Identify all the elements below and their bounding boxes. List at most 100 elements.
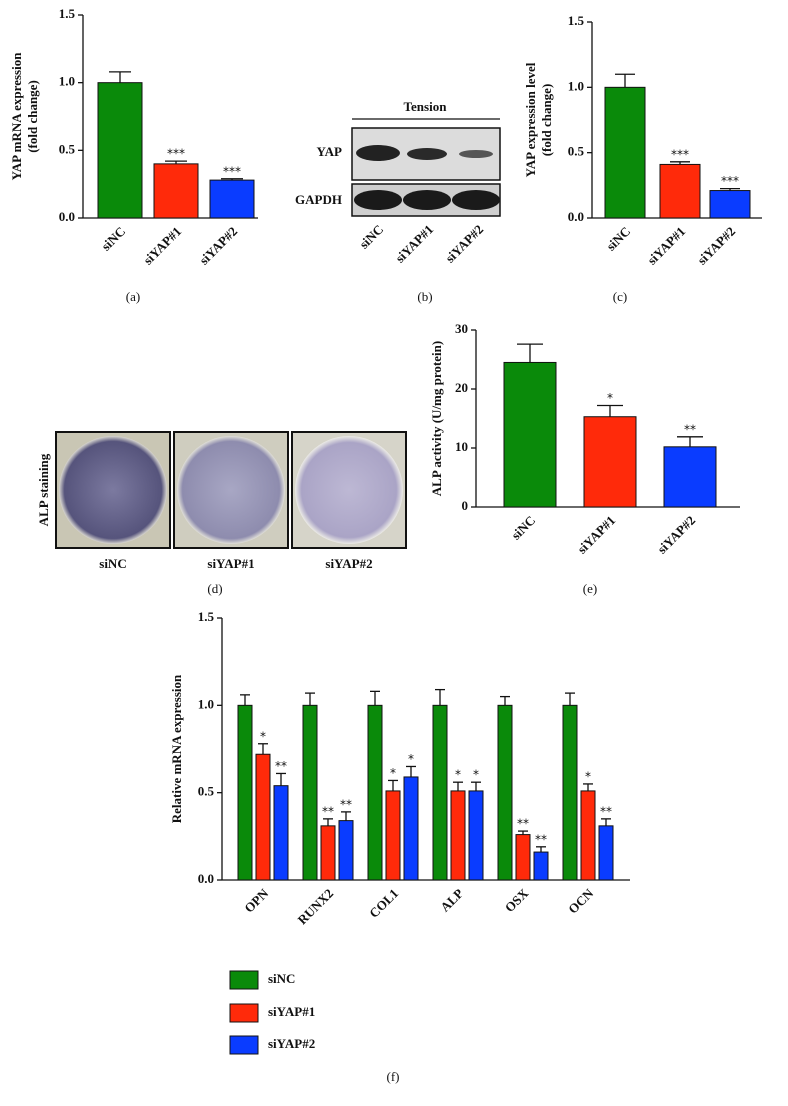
- y-tick-label: 1.0: [59, 74, 75, 89]
- caption: (a): [126, 289, 140, 304]
- bar: [604, 86, 646, 219]
- band: [356, 145, 400, 161]
- y-tick-label: 0.0: [568, 209, 584, 224]
- significance: **: [684, 422, 696, 436]
- dish: [295, 436, 403, 544]
- y-axis-label: YAP expression level: [523, 62, 538, 177]
- y-tick-label: 0.5: [198, 784, 215, 799]
- y-axis-label: YAP mRNA expression: [9, 52, 24, 181]
- y-tick-label: 0.5: [59, 141, 76, 156]
- bar: [468, 790, 484, 881]
- y-axis-label: (fold change): [25, 80, 40, 153]
- bar: [432, 704, 448, 881]
- y-tick-label: 1.5: [568, 13, 585, 28]
- legend-swatch: [229, 1035, 259, 1055]
- x-tick-label: siNC: [508, 513, 538, 543]
- x-tick-label: siYAP#1: [140, 224, 184, 268]
- y-tick-label: 0.5: [568, 144, 585, 159]
- bar: [515, 834, 531, 881]
- bar: [580, 790, 596, 881]
- lane-label: siNC: [356, 222, 386, 252]
- x-tick-label: siYAP#1: [644, 224, 688, 268]
- y-tick-label: 30: [455, 321, 468, 336]
- significance: **: [600, 804, 612, 818]
- x-tick-label: siYAP#2: [694, 224, 738, 268]
- x-tick-label: siYAP#1: [574, 513, 618, 557]
- bar: [367, 704, 383, 881]
- y-axis-label: ALP activity (U/mg protein): [429, 341, 444, 496]
- significance: *: [260, 729, 266, 743]
- y-tick-label: 1.5: [198, 609, 215, 624]
- bar: [338, 820, 354, 881]
- significance: **: [340, 797, 352, 811]
- y-tick-label: 1.5: [59, 6, 76, 21]
- significance: ***: [167, 147, 185, 161]
- band: [403, 190, 451, 210]
- x-tick-label: COL1: [366, 886, 401, 921]
- caption: (b): [417, 289, 432, 304]
- bar: [385, 790, 401, 881]
- x-tick-label: RUNX2: [294, 886, 336, 928]
- bar: [209, 179, 255, 219]
- caption: (d): [207, 581, 222, 596]
- significance: *: [607, 391, 613, 405]
- bar: [255, 753, 271, 881]
- x-tick-label: ALP: [437, 886, 466, 915]
- legend-swatch: [229, 1003, 259, 1023]
- caption: (e): [583, 581, 597, 596]
- significance: ***: [671, 147, 689, 161]
- bar: [533, 851, 549, 881]
- bar: [153, 163, 199, 219]
- bar: [659, 163, 701, 219]
- caption: (c): [613, 289, 627, 304]
- bar: [97, 82, 143, 219]
- band: [452, 190, 500, 210]
- band: [459, 150, 493, 158]
- significance: **: [275, 759, 287, 773]
- bar: [562, 704, 578, 881]
- lane-label: siYAP#2: [442, 222, 486, 266]
- significance: *: [585, 769, 591, 783]
- y-tick-label: 0: [462, 498, 469, 513]
- x-tick-label: OCN: [565, 885, 596, 916]
- significance: **: [517, 817, 529, 831]
- bar: [320, 825, 336, 881]
- y-tick-label: 1.0: [568, 78, 584, 93]
- legend-swatch: [229, 970, 259, 990]
- bar: [302, 704, 318, 881]
- significance: ***: [721, 174, 739, 188]
- significance: **: [322, 804, 334, 818]
- staining-panel: ALP staining siNC siYAP#1 siYAP#2 (d): [36, 431, 407, 596]
- bar: [273, 785, 289, 881]
- caption: (f): [387, 1069, 400, 1084]
- sample-label: siYAP#1: [207, 556, 254, 571]
- bar: [598, 825, 614, 881]
- bar: [709, 190, 751, 219]
- x-tick-label: siYAP#2: [196, 224, 240, 268]
- sample-label: siYAP#2: [325, 556, 372, 571]
- staining-label: ALP staining: [36, 453, 51, 526]
- significance: *: [473, 768, 479, 782]
- blot-row-label: YAP: [316, 144, 342, 159]
- bar: [450, 790, 466, 881]
- y-tick-label: 0.0: [59, 209, 75, 224]
- band: [354, 190, 402, 210]
- y-axis-label: (fold change): [539, 84, 554, 157]
- y-tick-label: 20: [455, 380, 468, 395]
- y-axis-label: Relative mRNA expression: [169, 674, 184, 823]
- legend-label: siYAP#1: [268, 1004, 315, 1019]
- blot-row-label: GAPDH: [295, 192, 342, 207]
- dish: [177, 436, 285, 544]
- legend-label: siYAP#2: [268, 1036, 315, 1051]
- y-tick-label: 1.0: [198, 696, 214, 711]
- sample-label: siNC: [99, 556, 126, 571]
- x-tick-label: siNC: [603, 224, 633, 254]
- bar: [583, 416, 637, 508]
- significance: *: [390, 766, 396, 780]
- y-tick-label: 10: [455, 439, 468, 454]
- legend-label: siNC: [268, 971, 295, 986]
- bar: [403, 776, 419, 881]
- x-tick-label: siYAP#2: [654, 513, 698, 557]
- dish: [59, 436, 167, 544]
